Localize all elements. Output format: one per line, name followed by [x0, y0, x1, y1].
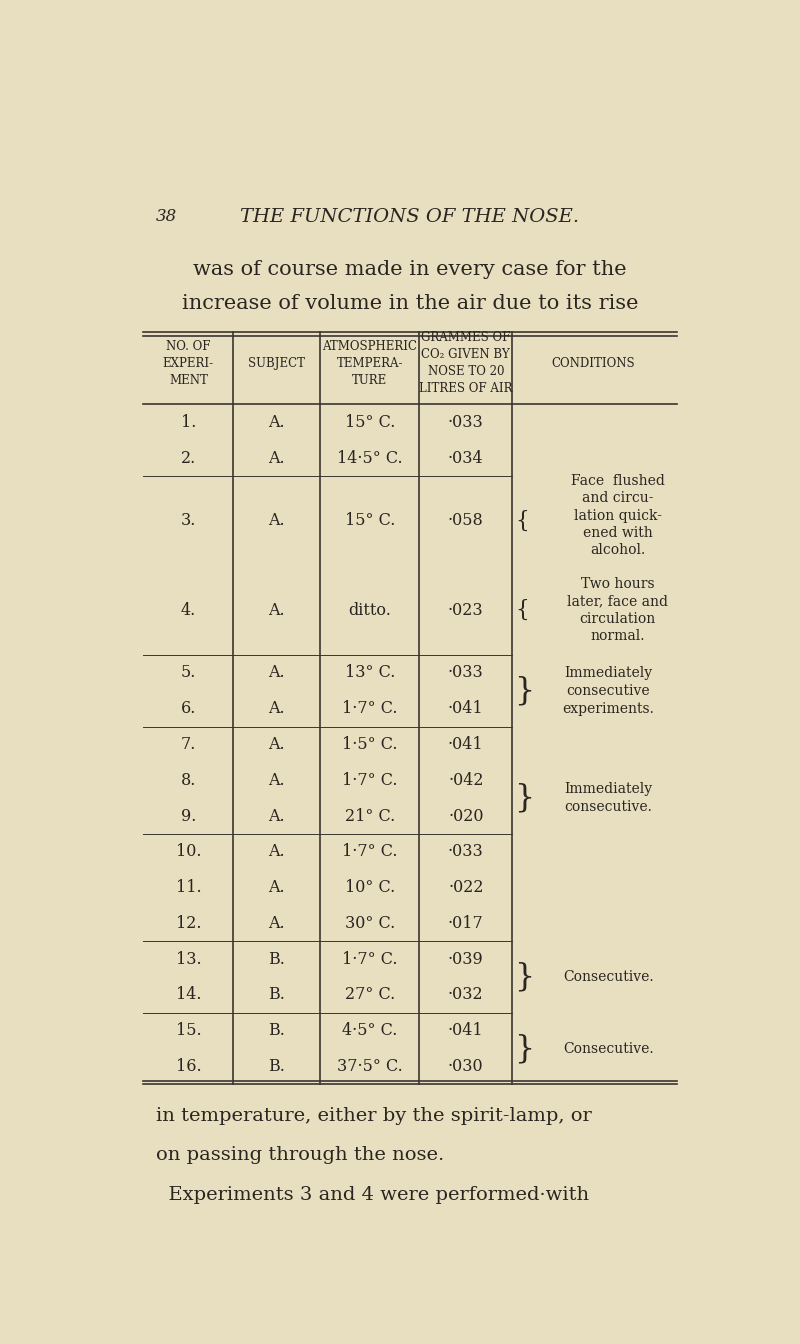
Text: ·022: ·022: [448, 879, 483, 896]
Text: Immediately
consecutive
experiments.: Immediately consecutive experiments.: [562, 665, 654, 715]
Text: 9.: 9.: [181, 808, 196, 824]
Text: 1·7° C.: 1·7° C.: [342, 950, 398, 968]
Text: was of course made in every case for the: was of course made in every case for the: [193, 259, 627, 278]
Text: ·033: ·033: [448, 414, 484, 431]
Text: 4.: 4.: [181, 602, 196, 618]
Text: SUBJECT: SUBJECT: [248, 356, 306, 370]
Text: 1·7° C.: 1·7° C.: [342, 843, 398, 860]
Text: ·033: ·033: [448, 664, 484, 681]
Text: 10° C.: 10° C.: [345, 879, 395, 896]
Text: 10.: 10.: [176, 843, 201, 860]
Text: 12.: 12.: [176, 915, 201, 931]
Text: ·034: ·034: [448, 450, 484, 466]
Text: }: }: [514, 961, 534, 992]
Text: 15° C.: 15° C.: [345, 512, 395, 530]
Text: A.: A.: [268, 737, 285, 753]
Text: 15.: 15.: [175, 1023, 201, 1039]
Text: B.: B.: [268, 986, 285, 1004]
Text: A.: A.: [268, 700, 285, 718]
Text: ·041: ·041: [448, 737, 484, 753]
Text: A.: A.: [268, 771, 285, 789]
Text: {: {: [515, 599, 529, 621]
Text: ·017: ·017: [448, 915, 484, 931]
Text: A.: A.: [268, 843, 285, 860]
Text: Consecutive.: Consecutive.: [563, 970, 654, 984]
Text: Immediately
consecutive.: Immediately consecutive.: [564, 782, 653, 814]
Text: A.: A.: [268, 450, 285, 466]
Text: 13° C.: 13° C.: [345, 664, 395, 681]
Text: A.: A.: [268, 879, 285, 896]
Text: 14·5° C.: 14·5° C.: [337, 450, 402, 466]
Text: 13.: 13.: [175, 950, 201, 968]
Text: A.: A.: [268, 602, 285, 618]
Text: 1.: 1.: [181, 414, 196, 431]
Text: on passing through the nose.: on passing through the nose.: [156, 1146, 444, 1164]
Text: ·041: ·041: [448, 700, 484, 718]
Text: 5.: 5.: [181, 664, 196, 681]
Text: }: }: [514, 675, 534, 706]
Text: A.: A.: [268, 512, 285, 530]
Text: 4·5° C.: 4·5° C.: [342, 1023, 398, 1039]
Text: 8.: 8.: [181, 771, 196, 789]
Text: {: {: [515, 509, 529, 532]
Text: B.: B.: [268, 950, 285, 968]
Text: 1·7° C.: 1·7° C.: [342, 771, 398, 789]
Text: ATMOSPHERIC
TEMPERA-
TURE: ATMOSPHERIC TEMPERA- TURE: [322, 340, 418, 387]
Text: A.: A.: [268, 808, 285, 824]
Text: ditto.: ditto.: [348, 602, 391, 618]
Text: ·058: ·058: [448, 512, 484, 530]
Text: NO. OF
EXPERI-
MENT: NO. OF EXPERI- MENT: [162, 340, 214, 387]
Text: 16.: 16.: [175, 1058, 201, 1075]
Text: CONDITIONS: CONDITIONS: [551, 356, 634, 370]
Text: 2.: 2.: [181, 450, 196, 466]
Text: B.: B.: [268, 1023, 285, 1039]
Text: ·023: ·023: [448, 602, 484, 618]
Text: 3.: 3.: [181, 512, 196, 530]
Text: Face  flushed
and circu-
lation quick-
ened with
alcohol.: Face flushed and circu- lation quick- en…: [570, 474, 665, 558]
Text: GRAMMES OF
CO₂ GIVEN BY
NOSE TO 20
LITRES OF AIR: GRAMMES OF CO₂ GIVEN BY NOSE TO 20 LITRE…: [419, 331, 513, 395]
Text: A.: A.: [268, 664, 285, 681]
Text: 27° C.: 27° C.: [345, 986, 395, 1004]
Text: 1·7° C.: 1·7° C.: [342, 700, 398, 718]
Text: in temperature, either by the spirit-lamp, or: in temperature, either by the spirit-lam…: [156, 1107, 591, 1125]
Text: }: }: [514, 1034, 534, 1064]
Text: Consecutive.: Consecutive.: [563, 1042, 654, 1055]
Text: 7.: 7.: [181, 737, 196, 753]
Text: ·033: ·033: [448, 843, 484, 860]
Text: }: }: [514, 782, 534, 813]
Text: Experiments 3 and 4 were performed·with: Experiments 3 and 4 were performed·with: [156, 1185, 589, 1204]
Text: ·030: ·030: [448, 1058, 484, 1075]
Text: ·039: ·039: [448, 950, 484, 968]
Text: 6.: 6.: [181, 700, 196, 718]
Text: 14.: 14.: [176, 986, 201, 1004]
Text: 1·5° C.: 1·5° C.: [342, 737, 398, 753]
Text: 11.: 11.: [175, 879, 201, 896]
Text: 37·5° C.: 37·5° C.: [337, 1058, 402, 1075]
Text: ·041: ·041: [448, 1023, 484, 1039]
Text: 38: 38: [156, 208, 177, 224]
Text: ·032: ·032: [448, 986, 484, 1004]
Text: ·020: ·020: [448, 808, 483, 824]
Text: 30° C.: 30° C.: [345, 915, 395, 931]
Text: 21° C.: 21° C.: [345, 808, 395, 824]
Text: THE FUNCTIONS OF THE NOSE.: THE FUNCTIONS OF THE NOSE.: [241, 208, 579, 226]
Text: Two hours
later, face and
circulation
normal.: Two hours later, face and circulation no…: [567, 578, 668, 644]
Text: A.: A.: [268, 915, 285, 931]
Text: A.: A.: [268, 414, 285, 431]
Text: B.: B.: [268, 1058, 285, 1075]
Text: ·042: ·042: [448, 771, 483, 789]
Text: 15° C.: 15° C.: [345, 414, 395, 431]
Text: increase of volume in the air due to its rise: increase of volume in the air due to its…: [182, 294, 638, 313]
